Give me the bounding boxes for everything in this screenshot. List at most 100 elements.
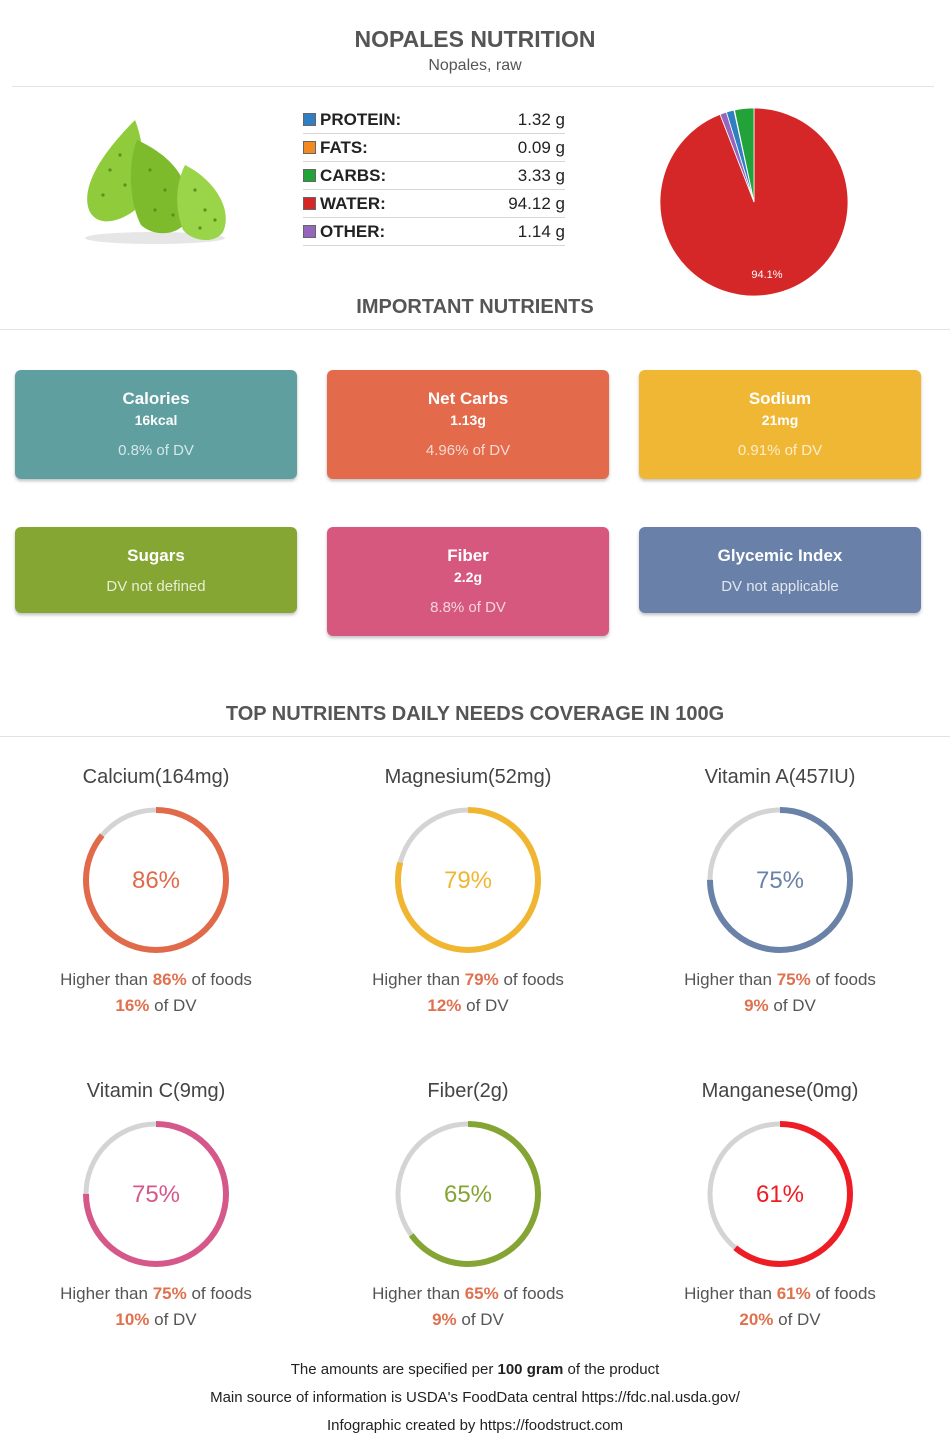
higher-prefix: Higher than xyxy=(372,1284,465,1303)
card-title: Sugars xyxy=(127,546,185,565)
dv-text: 12% of DV xyxy=(312,996,624,1016)
legend-swatch xyxy=(303,225,316,238)
macro-name: OTHER: xyxy=(320,221,386,241)
progress-ring: 75% xyxy=(707,807,853,953)
card-value: 2.2g xyxy=(453,569,482,585)
ring-fill xyxy=(83,1121,229,1267)
nutrient-name: Vitamin A(457IU) xyxy=(704,766,856,788)
header-divider xyxy=(12,86,934,87)
ring-percent: 61% xyxy=(756,1181,804,1208)
higher-than-text: Higher than 75% of foods xyxy=(624,970,936,990)
dv-suffix: of DV xyxy=(768,996,816,1015)
higher-than-text: Higher than 79% of foods xyxy=(312,970,624,990)
nutrient-name: Vitamin C(9mg) xyxy=(86,1080,226,1102)
higher-percent: 61% xyxy=(776,1284,811,1303)
dv-text: 9% of DV xyxy=(312,1310,624,1330)
nutrient-name: Fiber(2g) xyxy=(427,1080,509,1102)
card-title: Fiber xyxy=(447,546,489,565)
higher-suffix: of foods xyxy=(186,970,252,989)
macro-name: CARBS: xyxy=(320,165,387,185)
nutrient-name: Magnesium(52mg) xyxy=(384,766,552,788)
dv-percent: 16% xyxy=(115,996,150,1015)
macro-row: PROTEIN: 1.32 g xyxy=(303,106,565,134)
higher-percent: 75% xyxy=(776,970,811,989)
nutrient-card-sugars: Sugars DV not defined xyxy=(15,527,297,613)
macro-value: 0.09 g xyxy=(517,137,565,157)
macro-value: 1.32 g xyxy=(517,109,565,129)
ring-fill xyxy=(707,1121,853,1267)
legend-swatch xyxy=(303,169,316,182)
coverage-heading: TOP NUTRIENTS DAILY NEEDS COVERAGE IN 10… xyxy=(225,703,725,725)
coverage-gauge: Manganese(0mg) 61% Higher than 61% of food… xyxy=(624,1080,936,1330)
legend-swatch xyxy=(303,113,316,126)
higher-prefix: Higher than xyxy=(60,970,153,989)
macro-value: 1.14 g xyxy=(517,221,565,241)
coverage-gauge: Calcium(164mg) 86% Higher than 86% of food… xyxy=(0,766,312,1016)
dv-text: 9% of DV xyxy=(624,996,936,1016)
progress-ring: 65% xyxy=(395,1121,541,1267)
dv-percent: 10% xyxy=(115,1310,150,1329)
dv-suffix: of DV xyxy=(149,996,197,1015)
higher-percent: 75% xyxy=(152,1284,187,1303)
important-divider xyxy=(0,329,950,330)
higher-suffix: of foods xyxy=(186,1284,252,1303)
legend-swatch xyxy=(303,141,316,154)
macro-row: FATS: 0.09 g xyxy=(303,134,565,162)
nutrient-card-fiber: Fiber 2.2g 8.8% of DV xyxy=(327,527,609,636)
ring-fill xyxy=(395,807,541,953)
nutrient-card-glycemic-index: Glycemic Index DV not applicable xyxy=(639,527,921,613)
nutrient-name: Calcium(164mg) xyxy=(82,766,230,788)
ring-percent: 65% xyxy=(444,1181,492,1208)
progress-ring: 75% xyxy=(83,1121,229,1267)
card-dv: 0.8% of DV xyxy=(118,442,194,459)
progress-ring: 79% xyxy=(395,807,541,953)
progress-ring: 61% xyxy=(707,1121,853,1267)
ring-percent: 75% xyxy=(132,1181,180,1208)
legend-swatch xyxy=(303,197,316,210)
higher-prefix: Higher than xyxy=(684,970,777,989)
dv-percent: 9% xyxy=(432,1310,457,1329)
higher-prefix: Higher than xyxy=(684,1284,777,1303)
dv-text: 16% of DV xyxy=(0,996,312,1016)
card-title: Sodium xyxy=(748,389,812,408)
dv-suffix: of DV xyxy=(773,1310,821,1329)
footer-note-bold: 100 gram xyxy=(497,1361,564,1378)
coverage-divider xyxy=(0,736,950,737)
pie-slice-label: 94.1% xyxy=(751,269,782,281)
coverage-gauge: Vitamin A(457IU) 75% Higher than 75% of fo… xyxy=(624,766,936,1016)
macro-value: 94.12 g xyxy=(508,193,565,213)
higher-percent: 86% xyxy=(152,970,187,989)
footer-credit: Infographic created by https://foodstruc… xyxy=(327,1417,623,1434)
higher-suffix: of foods xyxy=(810,1284,876,1303)
macro-name: PROTEIN: xyxy=(320,109,402,129)
higher-prefix: Higher than xyxy=(372,970,465,989)
higher-than-text: Higher than 75% of foods xyxy=(0,1284,312,1304)
footer-note-post: of the product xyxy=(563,1361,660,1378)
page-title: NOPALES NUTRITION xyxy=(354,26,596,52)
card-title: Net Carbs xyxy=(427,389,509,408)
coverage-gauge: Fiber(2g) 65% Higher than 65% of foods 9% o… xyxy=(312,1080,624,1330)
pie-slice-carbs xyxy=(734,107,755,203)
ring-fill xyxy=(707,807,853,953)
dv-percent: 20% xyxy=(739,1310,774,1329)
dv-suffix: of DV xyxy=(149,1310,197,1329)
progress-ring: 86% xyxy=(83,807,229,953)
macro-table: PROTEIN: 1.32 g FATS: 0.09 g CARBS: 3.33 g WAT… xyxy=(303,106,565,246)
coverage-gauge: Magnesium(52mg) 79% Higher than 79% of foo… xyxy=(312,766,624,1016)
important-nutrients-heading: IMPORTANT NUTRIENTS xyxy=(356,296,594,318)
macro-row: CARBS: 3.33 g xyxy=(303,162,565,190)
card-value: 16kcal xyxy=(134,412,178,428)
higher-prefix: Higher than xyxy=(60,1284,153,1303)
footer-source: Main source of information is USDA's Foo… xyxy=(210,1389,740,1406)
higher-suffix: of foods xyxy=(498,1284,564,1303)
ring-fill xyxy=(83,807,229,953)
card-title: Calories xyxy=(122,389,190,408)
nutrient-card-calories: Calories 16kcal 0.8% of DV xyxy=(15,370,297,479)
card-dv: 8.8% of DV xyxy=(430,599,506,616)
macro-pie-chart: 94.1% xyxy=(659,107,849,297)
card-dv: DV not defined xyxy=(106,578,206,595)
card-dv: 4.96% of DV xyxy=(425,442,511,459)
higher-than-text: Higher than 65% of foods xyxy=(312,1284,624,1304)
macro-name: WATER: xyxy=(320,193,386,213)
dv-suffix: of DV xyxy=(456,1310,504,1329)
